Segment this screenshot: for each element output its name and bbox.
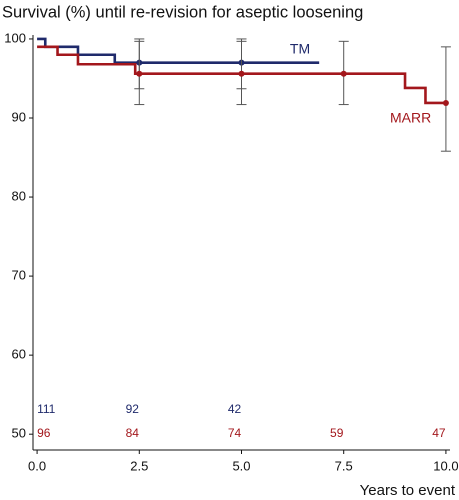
at-risk-count: 47 <box>432 426 446 440</box>
series-label: TM <box>290 41 310 57</box>
y-tick-label: 60 <box>12 347 26 362</box>
at-risk-count: 111 <box>37 402 56 416</box>
chart-title: Survival (%) until re-revision for asept… <box>2 3 363 21</box>
y-tick-label: 100 <box>4 30 26 45</box>
x-tick-label: 10.0 <box>433 458 458 473</box>
at-risk-count: 84 <box>126 426 140 440</box>
x-axis-label: Years to event <box>360 482 456 499</box>
y-tick-label: 80 <box>12 188 26 203</box>
at-risk-count: 96 <box>37 426 51 440</box>
x-tick-label: 2.5 <box>130 458 148 473</box>
point <box>442 99 449 106</box>
point <box>238 70 245 77</box>
y-tick-label: 90 <box>12 109 26 124</box>
at-risk-count: 42 <box>228 402 242 416</box>
at-risk-count: 59 <box>330 426 344 440</box>
at-risk-count: 92 <box>126 402 140 416</box>
y-tick-label: 70 <box>12 268 26 283</box>
survival-line <box>37 37 320 64</box>
point <box>340 70 347 77</box>
point <box>136 70 143 77</box>
series-label: MARR <box>390 110 431 126</box>
y-tick-label: 50 <box>12 426 26 441</box>
at-risk-count: 74 <box>228 426 242 440</box>
x-tick-label: 5.0 <box>232 458 250 473</box>
survival-line <box>37 45 446 105</box>
x-tick-label: 7.5 <box>335 458 353 473</box>
x-tick-label: 0.0 <box>28 458 46 473</box>
